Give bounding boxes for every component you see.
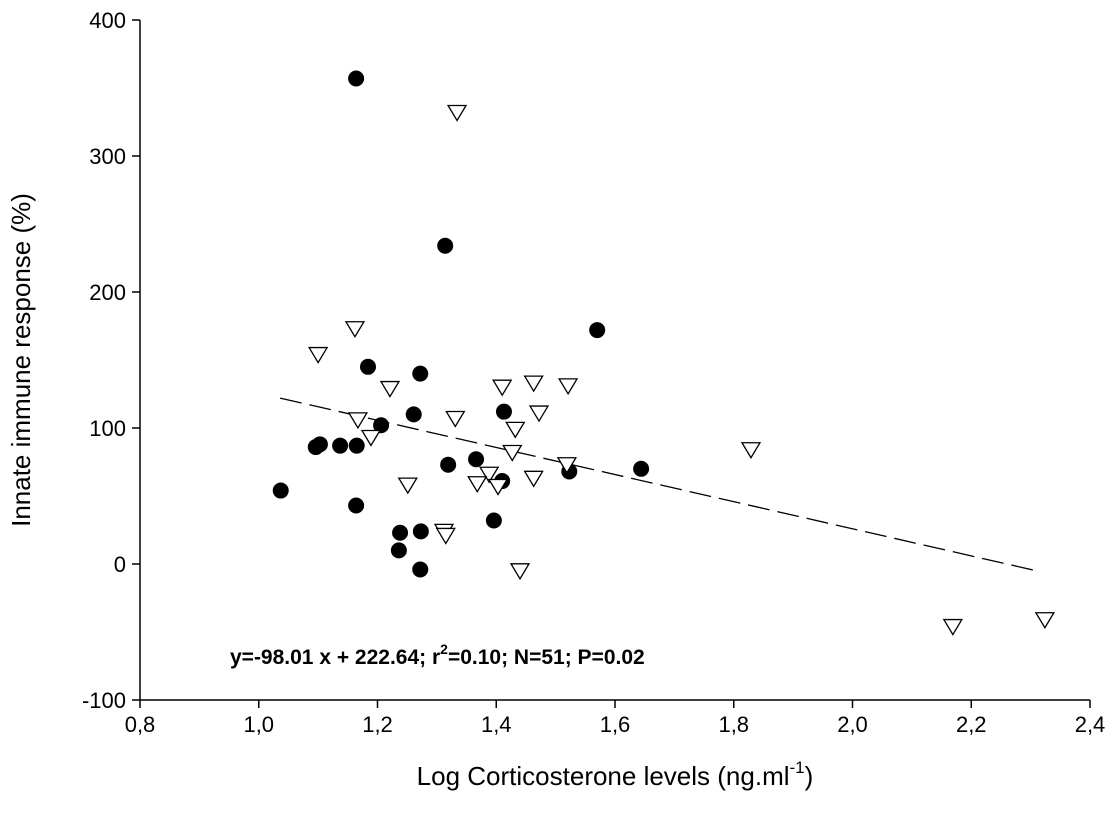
point <box>348 437 365 454</box>
point <box>440 456 457 473</box>
point <box>437 237 454 254</box>
y-tick-label: 100 <box>89 416 126 441</box>
point <box>347 412 369 430</box>
annotation: y=-98.01 x + 222.64; r2=0.10; N=51; P=0.… <box>230 641 645 669</box>
point <box>412 561 429 578</box>
point <box>495 403 512 420</box>
x-tick-label: 2,4 <box>1075 712 1106 737</box>
point <box>348 70 365 87</box>
point <box>379 380 401 398</box>
point <box>360 358 376 375</box>
point <box>478 466 500 484</box>
x-tick-label: 1,2 <box>362 712 393 737</box>
y-tick-label: 0 <box>114 552 126 577</box>
point <box>446 104 468 122</box>
point <box>740 442 762 460</box>
y-tick-label: 200 <box>89 280 126 305</box>
point <box>509 563 531 581</box>
point <box>502 444 523 462</box>
point <box>487 478 509 496</box>
point <box>412 365 429 382</box>
point <box>557 378 579 396</box>
point <box>468 451 485 468</box>
point <box>435 527 456 545</box>
point <box>373 417 390 434</box>
point <box>392 524 409 541</box>
point <box>492 379 513 397</box>
annotation-text: y=-98.01 x + 222.64; r <box>230 646 440 669</box>
x-axis-label-sup: -1 <box>790 758 805 777</box>
point <box>1034 612 1056 630</box>
y-tick-label: -100 <box>82 688 126 713</box>
point <box>412 523 429 540</box>
point <box>589 322 606 339</box>
x-tick-label: 2,0 <box>837 712 868 737</box>
point <box>405 406 422 423</box>
point <box>523 375 544 393</box>
point <box>332 437 349 454</box>
point <box>505 421 526 439</box>
point <box>397 477 418 495</box>
point <box>523 470 544 488</box>
x-tick-label: 1,4 <box>481 712 512 737</box>
point <box>307 439 324 456</box>
trend-line <box>279 397 1037 572</box>
y-tick-label: 400 <box>89 8 126 33</box>
point <box>633 460 650 477</box>
x-tick-label: 2,2 <box>956 712 987 737</box>
point <box>445 410 466 428</box>
point <box>556 457 578 474</box>
x-tick-label: 1,6 <box>600 712 631 737</box>
point <box>348 497 365 514</box>
point <box>467 476 488 494</box>
point <box>485 512 502 529</box>
point <box>390 542 407 559</box>
annotation-end: =0.10; N=51; P=0.02 <box>448 646 645 669</box>
y-axis-label: Innate immune response (%) <box>6 193 36 527</box>
x-axis-label: Log Corticosterone levels (ng.ml-1) <box>417 758 814 791</box>
x-tick-label: 0,8 <box>125 712 156 737</box>
x-tick-label: 1,8 <box>718 712 749 737</box>
x-axis-label-text: Log Corticosterone levels (ng.ml <box>417 761 790 791</box>
point <box>360 429 382 447</box>
y-tick-label: 300 <box>89 144 126 169</box>
point <box>942 618 963 636</box>
x-tick-label: 1,0 <box>243 712 274 737</box>
annotation-sup: 2 <box>440 641 448 657</box>
point <box>272 482 289 499</box>
point <box>344 321 366 338</box>
point <box>528 405 550 423</box>
point <box>307 346 329 364</box>
x-axis-label-end: ) <box>805 761 814 791</box>
